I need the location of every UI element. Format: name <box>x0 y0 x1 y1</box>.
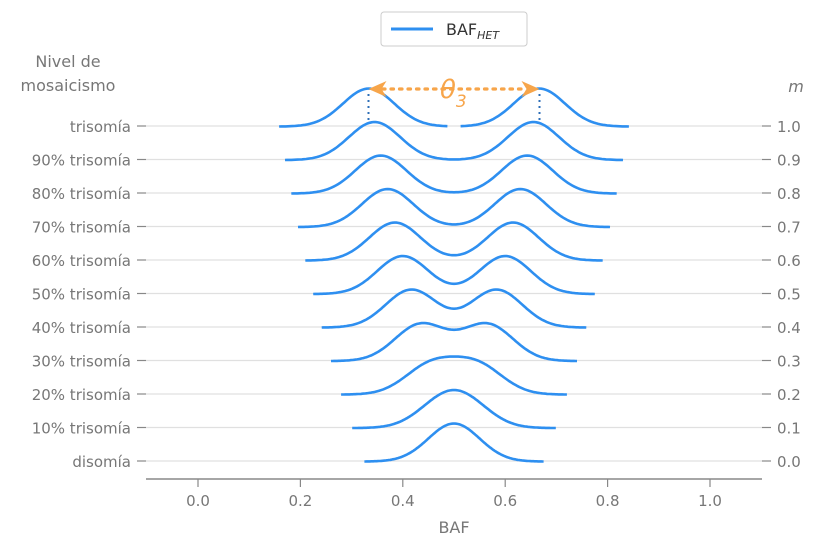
baf-curves <box>279 87 629 463</box>
baf-curve-m0.1 <box>352 388 556 430</box>
x-tick-label: 0.4 <box>391 492 415 510</box>
x-tick-label: 0.2 <box>288 492 312 510</box>
ylabel-left-line2: mosaicismo <box>21 76 116 95</box>
x-tick-label: 1.0 <box>698 492 722 510</box>
m-label: 0.3 <box>777 353 801 371</box>
baf-curve-m0.2 <box>341 355 567 396</box>
row-label: 50% trisomía <box>32 286 131 304</box>
row-label: 90% trisomía <box>32 152 131 170</box>
theta-subscript: 3 <box>456 92 467 112</box>
gridlines <box>146 125 762 462</box>
x-tick-label: 0.0 <box>186 492 210 510</box>
m-label: 0.7 <box>777 219 801 237</box>
baf-curve-m0.6 <box>305 221 603 262</box>
m-label: 0.2 <box>777 386 801 404</box>
theta-label: θ3 <box>440 75 467 112</box>
m-label: 1.0 <box>777 118 801 136</box>
m-label: 0.5 <box>777 286 801 304</box>
row-label: 40% trisomía <box>32 319 131 337</box>
x-axis: 0.0 0.2 0.4 0.6 0.8 1.0 <box>146 478 762 510</box>
ylabel-right: m <box>788 77 804 96</box>
baf-curve-m0.9 <box>284 120 624 162</box>
right-axis: 0.0 0.1 0.2 0.3 0.4 0.5 0.6 0.7 0.8 0.9 1.0 <box>762 118 801 471</box>
baf-curve-m1.0-right <box>460 87 629 128</box>
m-label: 0.1 <box>777 420 801 438</box>
theta-annotation: θ3 <box>367 75 541 123</box>
x-axis-label: BAF <box>438 518 469 537</box>
baf-curve-m0.4 <box>321 288 587 329</box>
baf-curve-m0.7 <box>297 187 611 229</box>
baf-curve-m0.0 <box>364 422 544 463</box>
theta-symbol: θ <box>440 75 456 105</box>
row-label: disomía <box>72 453 131 471</box>
row-label: 60% trisomía <box>32 252 131 270</box>
x-tick-label: 0.8 <box>596 492 620 510</box>
baf-curve-m0.5 <box>313 254 595 296</box>
baf-curve-m0.8 <box>291 154 617 195</box>
row-label: 20% trisomía <box>32 386 131 404</box>
legend-label-main: BAF <box>446 20 477 39</box>
baf-curve-m1.0-left <box>279 87 448 128</box>
baf-curve-m0.3 <box>331 321 577 363</box>
m-label: 0.8 <box>777 185 801 203</box>
legend-label-sub: HET <box>477 29 500 42</box>
ylabel-left-line1: Nivel de <box>35 52 100 71</box>
theta-arrowhead-right <box>521 81 540 97</box>
m-label: 0.0 <box>777 453 801 471</box>
row-label: 10% trisomía <box>32 420 131 438</box>
m-label: 0.4 <box>777 319 801 337</box>
legend-label: BAFHET <box>446 20 500 42</box>
m-label: 0.6 <box>777 252 801 270</box>
legend-box <box>380 11 528 47</box>
row-label: 30% trisomía <box>32 353 131 371</box>
row-label: 70% trisomía <box>32 219 131 237</box>
x-tick-label: 0.6 <box>493 492 517 510</box>
m-label: 0.9 <box>777 152 801 170</box>
left-axis: disomía 10% trisomía 20% trisomía 30% triso… <box>32 118 146 471</box>
legend: BAFHET <box>380 11 528 47</box>
row-label: 80% trisomía <box>32 185 131 203</box>
row-label: trisomía <box>70 118 131 136</box>
theta-arrowhead-left <box>368 81 387 97</box>
